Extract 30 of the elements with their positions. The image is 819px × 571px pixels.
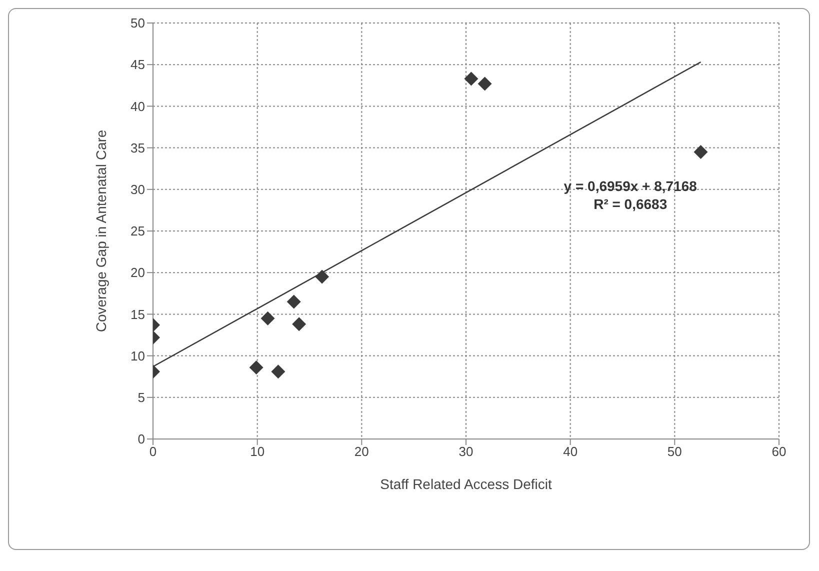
y-tick-label: 25	[130, 224, 145, 239]
annotation: y = 0,6959x + 8,7168	[562, 176, 698, 195]
y-tick-label: 10	[130, 348, 145, 364]
x-axis-title: Staff Related Access Deficit	[380, 476, 552, 492]
y-tick-label: 0	[138, 432, 145, 447]
x-tick-label: 10	[250, 444, 265, 460]
point	[260, 311, 275, 326]
point	[694, 144, 708, 159]
point	[292, 317, 306, 332]
y-tick-label: 20	[130, 265, 145, 280]
y-tick-label: 45	[130, 57, 145, 72]
y-tick-label: 30	[130, 182, 145, 198]
y-tick-label: 40	[130, 98, 145, 114]
annotation: R² = 0,6683	[592, 194, 668, 213]
x-tick-label: 40	[563, 444, 578, 460]
y-axis-title: Coverage Gap in Antenatal Care	[92, 130, 109, 332]
y-tick-label: 5	[138, 390, 145, 406]
y-tick-label: 35	[130, 140, 145, 156]
x-tick-label: 50	[667, 444, 682, 460]
point	[478, 76, 492, 91]
y-tick-label: 50	[130, 16, 145, 31]
point	[286, 294, 301, 309]
x-tick-label: 0	[149, 444, 157, 460]
x-tick-label: 60	[772, 444, 786, 460]
x-tick-label: 30	[458, 444, 474, 460]
point	[464, 72, 478, 86]
point	[271, 364, 286, 379]
y-tick-label: 15	[130, 306, 145, 322]
point	[249, 360, 264, 374]
x-tick-label: 20	[354, 444, 369, 460]
